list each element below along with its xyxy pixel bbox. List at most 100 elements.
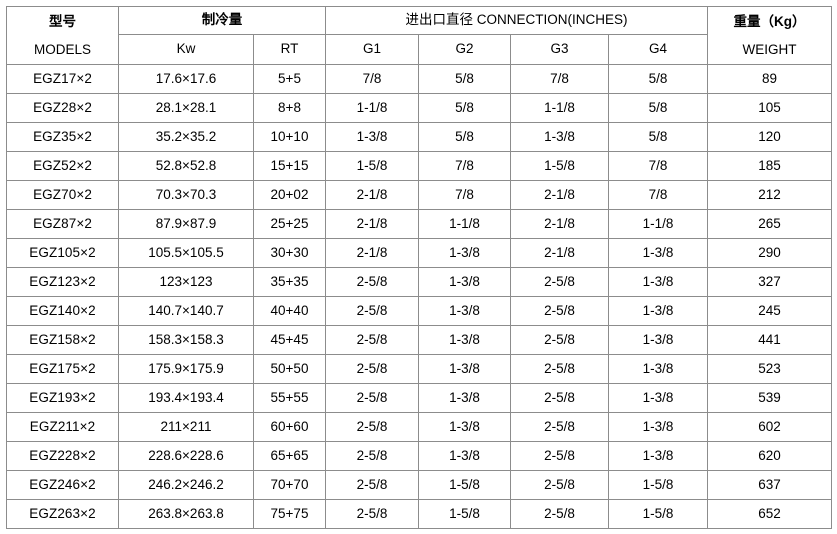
- cell-g2: 7/8: [418, 180, 511, 210]
- cell-rt: 70+70: [253, 470, 326, 500]
- cell-g2: 1-5/8: [418, 499, 511, 529]
- cell-rt: 40+40: [253, 296, 326, 326]
- header-capacity-group: 制冷量: [118, 6, 326, 35]
- cell-g4: 1-5/8: [608, 470, 708, 500]
- cell-rt: 35+35: [253, 267, 326, 297]
- table-row: EGZ28×2 28.1×28.1 8+8 1-1/8 5/8 1-1/8 5/8 105: [6, 93, 832, 123]
- cell-g1: 2-5/8: [325, 296, 419, 326]
- header-weight-cn: 重量（Kg）: [733, 13, 806, 29]
- cell-g4: 1-3/8: [608, 383, 708, 413]
- cell-g3: 2-5/8: [510, 441, 609, 471]
- specification-table: 型号 MODELS 制冷量 进出口直径 CONNECTION(INCHES) 重…: [6, 6, 832, 529]
- cell-g2: 1-3/8: [418, 267, 511, 297]
- table-row: EGZ17×2 17.6×17.6 5+5 7/8 5/8 7/8 5/8 89: [6, 64, 832, 94]
- cell-g4: 1-3/8: [608, 296, 708, 326]
- table-row: EGZ123×2 123×123 35+35 2-5/8 1-3/8 2-5/8 1-3/8…: [6, 267, 832, 297]
- cell-g1: 1-1/8: [325, 93, 419, 123]
- cell-g2: 5/8: [418, 93, 511, 123]
- header-g4: G4: [608, 34, 708, 65]
- cell-weight: 105: [707, 93, 832, 123]
- cell-weight: 120: [707, 122, 832, 152]
- cell-rt: 5+5: [253, 64, 326, 94]
- cell-g2: 5/8: [418, 122, 511, 152]
- cell-rt: 50+50: [253, 354, 326, 384]
- cell-weight: 539: [707, 383, 832, 413]
- cell-model: EGZ28×2: [6, 93, 119, 123]
- cell-g3: 2-5/8: [510, 499, 609, 529]
- header-g2: G2: [418, 34, 511, 65]
- cell-g2: 1-3/8: [418, 238, 511, 268]
- cell-g4: 1-3/8: [608, 441, 708, 471]
- table-row: EGZ246×2 246.2×246.2 70+70 2-5/8 1-5/8 2-5/8 1…: [6, 470, 832, 500]
- cell-rt: 25+25: [253, 209, 326, 239]
- cell-kw: 105.5×105.5: [118, 238, 254, 268]
- cell-kw: 246.2×246.2: [118, 470, 254, 500]
- cell-g3: 2-5/8: [510, 296, 609, 326]
- cell-weight: 265: [707, 209, 832, 239]
- cell-kw: 35.2×35.2: [118, 122, 254, 152]
- cell-g1: 2-5/8: [325, 383, 419, 413]
- table-row: EGZ140×2 140.7×140.7 40+40 2-5/8 1-3/8 2-5/8 1…: [6, 296, 832, 326]
- header-row-group: 型号 MODELS 制冷量 进出口直径 CONNECTION(INCHES) 重…: [6, 6, 832, 65]
- cell-g2: 1-3/8: [418, 325, 511, 355]
- cell-g2: 7/8: [418, 151, 511, 181]
- cell-weight: 620: [707, 441, 832, 471]
- cell-kw: 17.6×17.6: [118, 64, 254, 94]
- cell-kw: 175.9×175.9: [118, 354, 254, 384]
- cell-g4: 1-3/8: [608, 238, 708, 268]
- cell-g2: 1-1/8: [418, 209, 511, 239]
- header-models-en: MODELS: [33, 41, 91, 57]
- cell-g3: 1-3/8: [510, 122, 609, 152]
- cell-g2: 1-3/8: [418, 412, 511, 442]
- cell-model: EGZ35×2: [6, 122, 119, 152]
- cell-rt: 45+45: [253, 325, 326, 355]
- cell-kw: 211×211: [118, 412, 254, 442]
- cell-g4: 1-3/8: [608, 267, 708, 297]
- header-row-sub: Kw RT G1 G2 G3 G4: [7, 34, 832, 65]
- cell-g4: 1-3/8: [608, 354, 708, 384]
- cell-kw: 158.3×158.3: [118, 325, 254, 355]
- cell-g3: 2-5/8: [510, 412, 609, 442]
- cell-model: EGZ211×2: [6, 412, 119, 442]
- cell-kw: 87.9×87.9: [118, 209, 254, 239]
- cell-kw: 52.8×52.8: [118, 151, 254, 181]
- table-body: EGZ17×2 17.6×17.6 5+5 7/8 5/8 7/8 5/8 89 EGZ28×2…: [6, 64, 832, 529]
- cell-g1: 2-5/8: [325, 470, 419, 500]
- cell-g1: 2-5/8: [325, 412, 419, 442]
- cell-model: EGZ17×2: [6, 64, 119, 94]
- cell-g3: 2-1/8: [510, 238, 609, 268]
- cell-g1: 2-5/8: [325, 354, 419, 384]
- table-row: EGZ158×2 158.3×158.3 45+45 2-5/8 1-3/8 2-5/8 1…: [6, 325, 832, 355]
- cell-g2: 1-3/8: [418, 354, 511, 384]
- cell-g2: 1-3/8: [418, 383, 511, 413]
- cell-model: EGZ140×2: [6, 296, 119, 326]
- cell-kw: 140.7×140.7: [118, 296, 254, 326]
- table-row: EGZ105×2 105.5×105.5 30+30 2-1/8 1-3/8 2-1/8 1…: [6, 238, 832, 268]
- cell-model: EGZ123×2: [6, 267, 119, 297]
- cell-g1: 2-1/8: [325, 238, 419, 268]
- table-row: EGZ87×2 87.9×87.9 25+25 2-1/8 1-1/8 2-1/8 1-1/…: [6, 209, 832, 239]
- cell-rt: 55+55: [253, 383, 326, 413]
- cell-rt: 60+60: [253, 412, 326, 442]
- header-models: 型号 MODELS: [6, 6, 119, 65]
- cell-kw: 228.6×228.6: [118, 441, 254, 471]
- cell-weight: 441: [707, 325, 832, 355]
- cell-g4: 1-5/8: [608, 499, 708, 529]
- cell-g2: 5/8: [418, 64, 511, 94]
- header-g3: G3: [510, 34, 609, 65]
- header-weight: 重量（Kg） WEIGHT: [707, 6, 832, 65]
- cell-model: EGZ228×2: [6, 441, 119, 471]
- cell-model: EGZ246×2: [6, 470, 119, 500]
- cell-g4: 5/8: [608, 64, 708, 94]
- cell-g3: 7/8: [510, 64, 609, 94]
- table-row: EGZ228×2 228.6×228.6 65+65 2-5/8 1-3/8 2-5/8 1…: [6, 441, 832, 471]
- table-row: EGZ70×2 70.3×70.3 20+02 2-1/8 7/8 2-1/8 7/8 212: [6, 180, 832, 210]
- cell-g2: 1-5/8: [418, 470, 511, 500]
- cell-kw: 193.4×193.4: [118, 383, 254, 413]
- cell-weight: 185: [707, 151, 832, 181]
- cell-rt: 30+30: [253, 238, 326, 268]
- cell-weight: 212: [707, 180, 832, 210]
- cell-rt: 8+8: [253, 93, 326, 123]
- table-row: EGZ175×2 175.9×175.9 50+50 2-5/8 1-3/8 2-5/8 1…: [6, 354, 832, 384]
- table-row: EGZ35×2 35.2×35.2 10+10 1-3/8 5/8 1-3/8 5/8 120: [6, 122, 832, 152]
